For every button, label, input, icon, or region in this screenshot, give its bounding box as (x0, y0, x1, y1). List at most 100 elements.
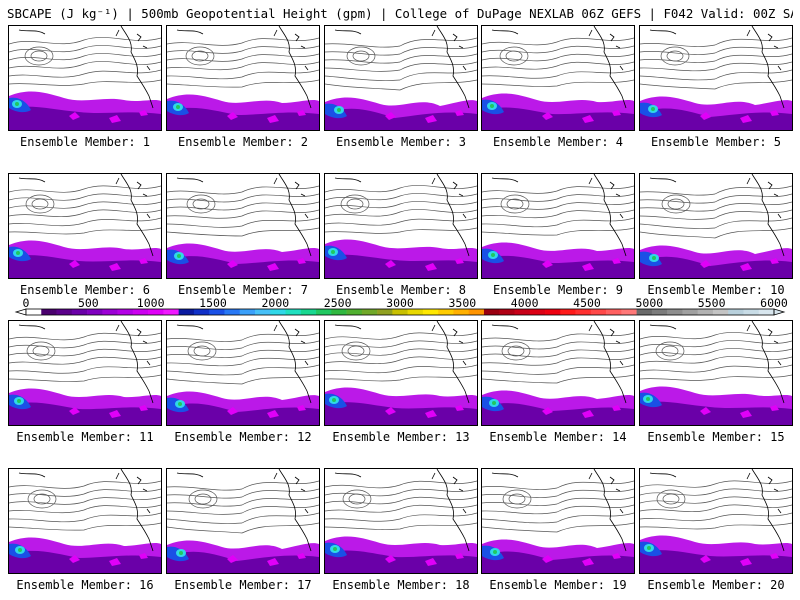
cape-field-violet (9, 255, 161, 278)
colorbar-swatch (117, 309, 134, 315)
colorbar-tick-label: 2000 (261, 296, 290, 310)
ensemble-member-caption: Ensemble Member: 10 (647, 283, 785, 297)
coastline (491, 26, 627, 109)
sbcape-colorbar (14, 308, 786, 316)
geopotential-height-contours (482, 332, 634, 384)
ensemble-member-map (166, 468, 320, 574)
ensemble-member-map (639, 468, 793, 574)
ensemble-member-map (166, 320, 320, 426)
geopotential-height-contours (9, 185, 161, 235)
member-map-graphic (640, 26, 792, 130)
ensemble-member-map (324, 320, 478, 426)
colorbar-tick-label: 4500 (573, 296, 601, 310)
colorbar-swatch (26, 309, 42, 315)
cape-core-green (178, 402, 182, 406)
coastline (176, 26, 312, 109)
cape-core-green (492, 401, 496, 405)
coastline (18, 469, 154, 552)
cape-core-green (17, 399, 21, 403)
cape-field-violet (325, 550, 477, 573)
cape-field-violet (482, 551, 634, 573)
colorbar-swatch (270, 309, 286, 315)
member-map-graphic (9, 174, 161, 278)
geopotential-height-contours (167, 480, 319, 534)
ensemble-member-caption: Ensemble Member: 19 (489, 578, 627, 592)
cape-field-violet (9, 106, 161, 130)
cape-core-green (16, 251, 20, 255)
colorbar-tick-label: 3000 (386, 296, 414, 310)
ensemble-member-map (8, 25, 162, 131)
colorbar-outline (25, 308, 775, 316)
ensemble-member-caption: Ensemble Member: 8 (335, 283, 467, 297)
cape-core-green (652, 256, 656, 260)
ensemble-member-caption: Ensemble Member: 9 (492, 283, 624, 297)
geopotential-height-contours (482, 480, 634, 533)
cape-core-green (15, 102, 19, 106)
cape-core-green (493, 550, 497, 554)
member-map-graphic (9, 469, 161, 573)
member-map-graphic (325, 26, 477, 130)
colorbar-tick-label: 2500 (323, 296, 352, 310)
ensemble-member-caption: Ensemble Member: 18 (332, 578, 470, 592)
ensemble-member-caption: Ensemble Member: 2 (177, 135, 309, 149)
colorbar-swatch (41, 309, 57, 315)
colorbar-swatch (651, 309, 668, 315)
ensemble-member-caption: Ensemble Member: 4 (492, 135, 624, 149)
colorbar-swatch (529, 309, 546, 315)
colorbar-swatch (438, 309, 454, 315)
coastline (491, 174, 627, 257)
colorbar-swatch (575, 309, 592, 315)
cape-field-violet (640, 401, 792, 425)
member-map-graphic (9, 321, 161, 425)
coastline (491, 469, 627, 552)
geopotential-height-contours (482, 37, 634, 87)
cape-field-violet (640, 256, 792, 278)
ensemble-member-caption: Ensemble Member: 6 (19, 283, 151, 297)
ensemble-member-map (639, 25, 793, 131)
ensemble-member-map (8, 320, 162, 426)
colorbar-swatch (483, 309, 500, 315)
cape-core-green (331, 250, 335, 254)
colorbar-swatch (316, 309, 332, 315)
colorbar-tick-label: 6000 (760, 296, 788, 310)
geopotential-height-contours (9, 332, 161, 382)
colorbar-tick-label: 5000 (635, 296, 664, 310)
cape-core-green (491, 253, 495, 257)
geopotential-height-contours (640, 37, 792, 90)
colorbar-swatch (743, 309, 760, 315)
colorbar-swatch (392, 309, 408, 315)
cape-core-green (647, 546, 651, 550)
colorbar-swatch (102, 309, 118, 315)
ensemble-member-caption: Ensemble Member: 3 (335, 135, 467, 149)
ensemble-member-caption: Ensemble Member: 20 (647, 578, 785, 592)
ensemble-member-map (8, 173, 162, 279)
ensemble-member-map (324, 25, 478, 131)
cape-field-violet (325, 254, 477, 278)
cape-field-violet (482, 403, 634, 425)
colorbar-swatch (712, 309, 729, 315)
geopotential-height-contours (9, 37, 161, 86)
ensemble-member-map (481, 173, 635, 279)
geopotential-height-contours (640, 185, 792, 239)
member-map-graphic (325, 469, 477, 573)
ensemble-member-map (166, 173, 320, 279)
colorbar-swatch (682, 309, 698, 315)
colorbar-tick-label: 5500 (697, 296, 726, 310)
coastline (334, 174, 470, 257)
colorbar-swatch (545, 309, 561, 315)
coastline (18, 174, 154, 257)
ensemble-member-map (324, 173, 478, 279)
ensemble-member-caption: Ensemble Member: 5 (650, 135, 782, 149)
ensemble-member-caption: Ensemble Member: 14 (489, 430, 627, 444)
colorbar-swatch (514, 309, 531, 315)
colorbar-tick-label: 3500 (448, 296, 477, 310)
member-map-graphic (167, 174, 319, 278)
ensemble-member-caption: Ensemble Member: 12 (174, 430, 312, 444)
geopotential-height-contours (640, 480, 792, 530)
cape-field-violet (325, 108, 477, 130)
coastline (334, 469, 470, 552)
colorbar-swatch (499, 309, 515, 315)
geopotential-height-contours (325, 332, 477, 382)
colorbar-swatch (606, 309, 622, 315)
cape-core-green (18, 548, 22, 552)
